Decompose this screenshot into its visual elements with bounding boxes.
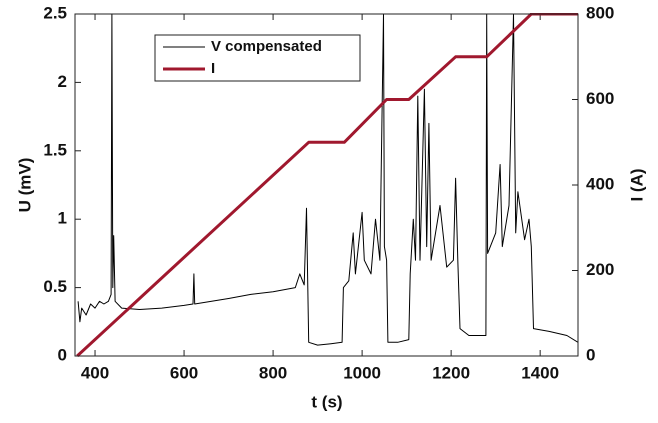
series-line bbox=[76, 13, 578, 357]
x-tick-label: 1200 bbox=[432, 363, 470, 382]
x-tick-label: 1400 bbox=[521, 363, 559, 382]
y2-tick-label: 0 bbox=[586, 345, 595, 364]
series-line bbox=[77, 13, 578, 346]
y-tick-label: 0 bbox=[58, 345, 67, 364]
x-tick-label: 400 bbox=[81, 363, 109, 382]
legend-label: I bbox=[211, 60, 215, 77]
legend-box bbox=[154, 34, 361, 82]
y2-tick-label: 400 bbox=[586, 174, 614, 193]
y2-tick-label: 200 bbox=[586, 260, 614, 279]
plot-frame bbox=[74, 13, 579, 357]
y-tick-label: 0.5 bbox=[43, 277, 67, 296]
y-axis-label: U (mV) bbox=[15, 158, 34, 213]
x-tick-label: 600 bbox=[170, 363, 198, 382]
x-axis-label: t (s) bbox=[311, 392, 342, 411]
y2-tick-label: 800 bbox=[586, 3, 614, 22]
x-tick-label: 800 bbox=[259, 363, 287, 382]
y-tick-label: 2 bbox=[58, 72, 67, 91]
y-tick-label: 2.5 bbox=[43, 3, 67, 22]
y2-axis-label: I (A) bbox=[627, 168, 646, 201]
y2-tick-label: 600 bbox=[586, 89, 614, 108]
y-tick-label: 1 bbox=[58, 209, 67, 228]
y-tick-label: 1.5 bbox=[43, 140, 67, 159]
legend-label: V compensated bbox=[211, 38, 322, 55]
x-tick-label: 1000 bbox=[343, 363, 381, 382]
